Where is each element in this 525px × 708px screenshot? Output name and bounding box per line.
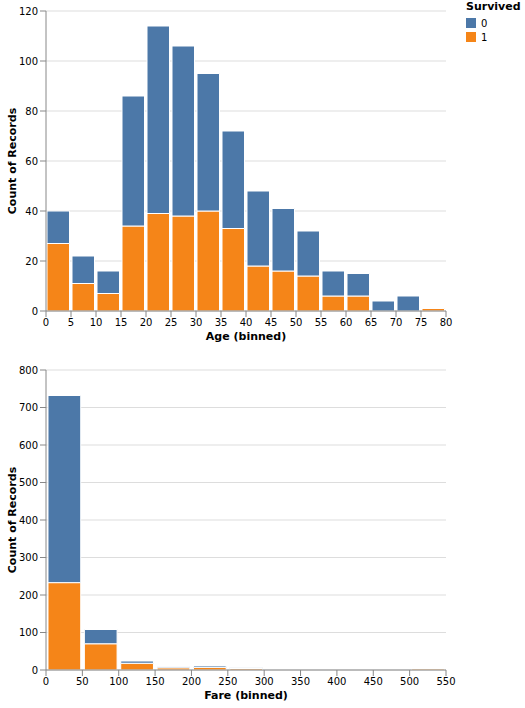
svg-text:80: 80 (25, 106, 38, 117)
svg-text:60: 60 (340, 317, 353, 328)
svg-text:150: 150 (146, 676, 165, 687)
svg-text:0: 0 (43, 676, 49, 687)
html-text:Count of Records: Count of Records (6, 466, 19, 574)
svg-text:75: 75 (415, 317, 428, 328)
svg-text:200: 200 (19, 590, 38, 601)
svg-text:500: 500 (19, 477, 38, 488)
svg-text:300: 300 (255, 676, 274, 687)
svg-text:0: 0 (32, 306, 38, 317)
svg-text:45: 45 (265, 317, 278, 328)
html-text:Survived: Survived (466, 0, 521, 13)
svg-text:30: 30 (190, 317, 203, 328)
html-text:Fare (binned): Fare (binned) (204, 689, 288, 702)
svg-text:20: 20 (140, 317, 153, 328)
svg-text:40: 40 (25, 206, 38, 217)
html-text:1: 1 (481, 31, 488, 43)
svg-text:20: 20 (25, 256, 38, 267)
svg-text:80: 80 (440, 317, 453, 328)
svg-text:100: 100 (19, 56, 38, 67)
svg-text:800: 800 (19, 365, 38, 376)
svg-text:600: 600 (19, 440, 38, 451)
svg-text:65: 65 (365, 317, 378, 328)
svg-text:15: 15 (115, 317, 128, 328)
html-text:Count of Records: Count of Records (6, 107, 19, 215)
svg-text:70: 70 (390, 317, 403, 328)
svg-text:50: 50 (76, 676, 89, 687)
svg-text:10: 10 (90, 317, 103, 328)
svg-text:60: 60 (25, 156, 38, 167)
svg-text:550: 550 (436, 676, 455, 687)
svg-text:350: 350 (291, 676, 310, 687)
svg-text:500: 500 (400, 676, 419, 687)
svg-text:120: 120 (19, 6, 38, 17)
svg-text:450: 450 (364, 676, 383, 687)
svg-text:35: 35 (215, 317, 228, 328)
html-text:Age (binned): Age (binned) (205, 330, 287, 343)
svg-text:5: 5 (68, 317, 74, 328)
svg-text:100: 100 (19, 627, 38, 638)
svg-text:700: 700 (19, 402, 38, 413)
svg-text:400: 400 (19, 515, 38, 526)
svg-text:0: 0 (32, 665, 38, 676)
svg-text:400: 400 (327, 676, 346, 687)
svg-text:25: 25 (165, 317, 178, 328)
svg-text:200: 200 (182, 676, 201, 687)
html-text:0: 0 (481, 17, 488, 29)
svg-text:250: 250 (218, 676, 237, 687)
svg-text:300: 300 (19, 552, 38, 563)
svg-text:40: 40 (240, 317, 253, 328)
svg-text:50: 50 (290, 317, 303, 328)
svg-text:55: 55 (315, 317, 328, 328)
svg-text:100: 100 (109, 676, 128, 687)
svg-text:0: 0 (43, 317, 49, 328)
